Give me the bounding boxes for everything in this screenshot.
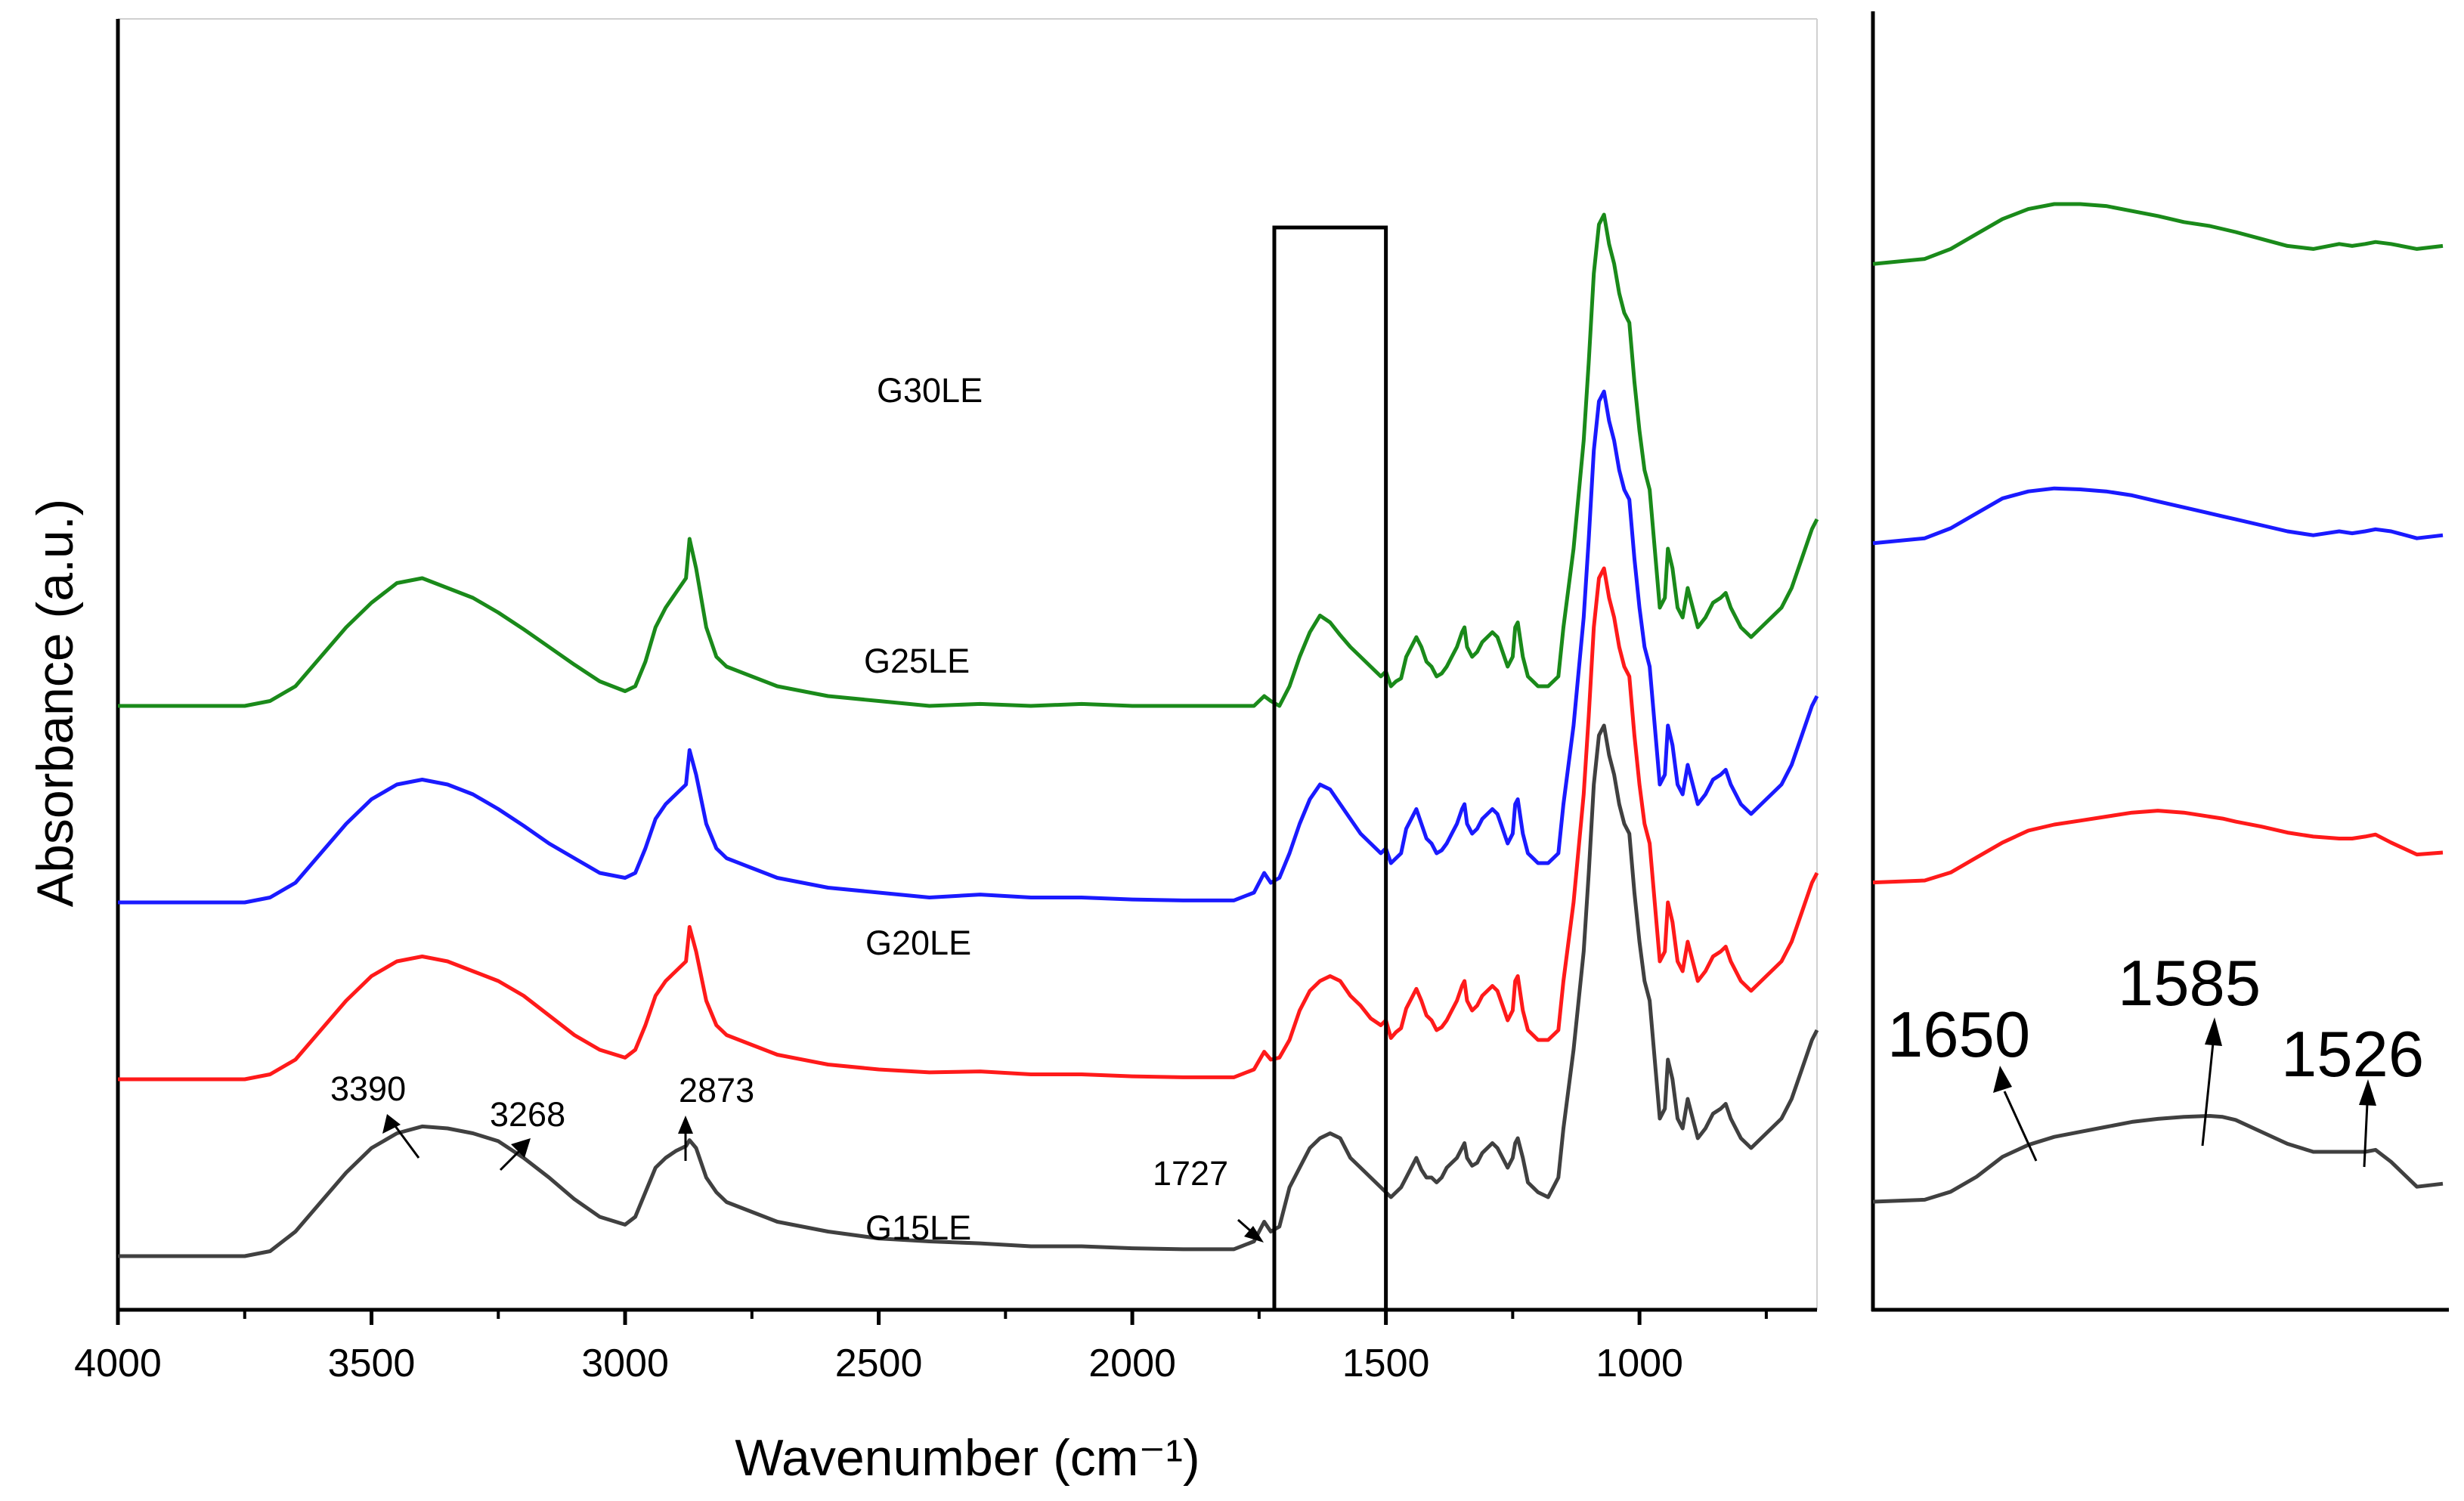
annotation-1526-label: 1526: [2281, 1019, 2424, 1091]
annotation-3268-label: 3268: [490, 1095, 565, 1134]
highlight-box: [1272, 225, 1388, 1312]
annotation-3268-arrowhead: [511, 1138, 531, 1158]
annotation-2873: 2873: [678, 1071, 754, 1161]
series-line-g20le: [118, 566, 1819, 1082]
annotation-1727-arrowhead: [1244, 1226, 1264, 1243]
x-tick-label-3500: 3500: [328, 1342, 416, 1385]
annotation-3390-arrow: [392, 1122, 420, 1159]
x-tick-label-3000: 3000: [581, 1342, 669, 1385]
series-label-g15le: G15LE: [865, 1209, 971, 1247]
annotation-1650-arrowhead: [1993, 1066, 2012, 1093]
y-axis-label: Absorbance (a.u.): [26, 499, 84, 908]
inset-panel: 1650 1585 1526: [1871, 11, 2449, 1312]
x-tick-label-1000: 1000: [1596, 1342, 1683, 1385]
x-tick-label-1500: 1500: [1342, 1342, 1430, 1385]
annotation-1526: 1526: [2281, 1019, 2424, 1168]
annotation-3268: 3268: [490, 1095, 565, 1171]
series-label-g30le: G30LE: [877, 371, 983, 410]
annotation-1585-arrow: [2201, 1042, 2215, 1147]
inset-series-line-g15le: [1872, 1114, 2444, 1204]
x-axis-label: Wavenumber (cm⁻¹): [735, 1429, 1199, 1487]
annotation-3390-label: 3390: [330, 1069, 406, 1108]
annotation-1585-label: 1585: [2118, 948, 2261, 1020]
main-panel: 4000 3500 3000 2500 2000 1500 1000 G30LE G25LE…: [26, 18, 1819, 1487]
annotation-1727: 1727: [1153, 1154, 1264, 1243]
series-label-g25le: G25LE: [864, 642, 970, 680]
inset-series-line-g30le: [1872, 202, 2444, 266]
x-tick-label-2000: 2000: [1088, 1342, 1176, 1385]
series-line-g30le: [118, 212, 1819, 708]
annotation-1526-arrow: [2363, 1103, 2369, 1168]
annotation-3390-arrowhead: [382, 1114, 401, 1134]
annotation-1650: 1650: [1887, 999, 2038, 1162]
inset-series-line-g25le: [1872, 486, 2444, 546]
annotation-1526-arrowhead: [2359, 1079, 2376, 1106]
series-label-g20le: G20LE: [865, 924, 971, 962]
annotation-2873-arrowhead: [678, 1116, 693, 1134]
annotation-1727-label: 1727: [1153, 1154, 1228, 1193]
series-line-g15le: [118, 723, 1819, 1258]
x-tick-label-2500: 2500: [835, 1342, 923, 1385]
annotation-1650-arrow: [2003, 1091, 2038, 1162]
main-series-group: [118, 212, 1819, 1258]
series-line-g25le: [118, 389, 1819, 905]
annotation-2873-label: 2873: [679, 1071, 754, 1110]
inset-series-line-g20le: [1872, 809, 2444, 885]
annotation-1585-arrowhead: [2205, 1017, 2222, 1046]
annotation-1585: 1585: [2118, 948, 2261, 1147]
main-x-ticks: 4000 3500 3000 2500 2000 1500 1000: [74, 1310, 1768, 1385]
x-tick-label-4000: 4000: [74, 1342, 162, 1385]
annotation-1650-label: 1650: [1887, 999, 2030, 1071]
annotation-3390: 3390: [330, 1069, 420, 1159]
